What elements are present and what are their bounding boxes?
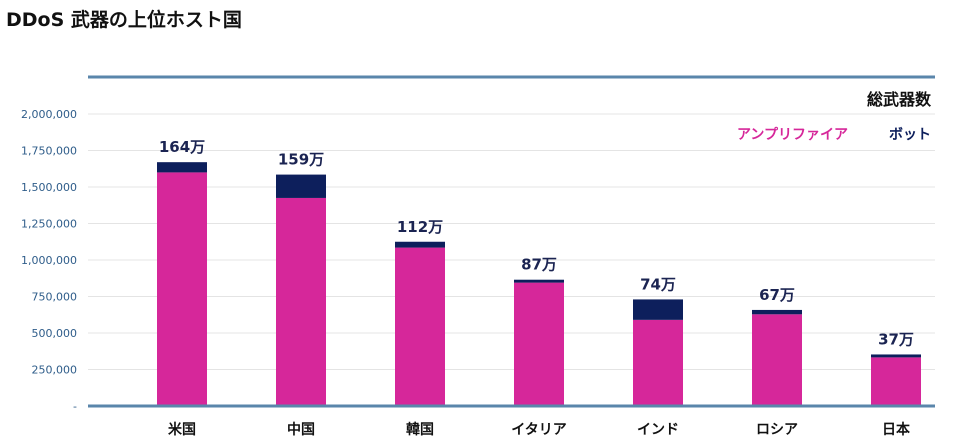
y-tick-label: 500,000 — [32, 327, 78, 340]
data-label: 112万 — [397, 218, 443, 236]
gridlines — [88, 113, 935, 370]
y-tick-label: 1,750,000 — [21, 145, 77, 158]
x-tick-label: 韓国 — [406, 421, 434, 438]
bar-amplifier — [157, 172, 207, 406]
x-axis-labels: 米国 中国 韓国 イタリア インド ロシア 日本 — [168, 421, 911, 438]
bars — [157, 162, 921, 406]
bar-amplifier — [752, 314, 802, 406]
bar-amplifier — [514, 282, 564, 406]
bar-amplifier — [276, 197, 326, 406]
bar-bot — [871, 354, 921, 358]
bar-amplifier — [633, 319, 683, 406]
y-tick-label: - — [73, 400, 77, 413]
x-tick-label: イタリア — [511, 422, 566, 438]
y-tick-label: 1,500,000 — [21, 181, 77, 194]
legend-amplifier: アンプリファイア — [737, 127, 848, 143]
y-tick-label: 2,000,000 — [21, 108, 77, 121]
x-tick-label: 米国 — [168, 421, 196, 438]
bar-amplifier — [871, 357, 921, 406]
data-label: 67万 — [759, 286, 795, 304]
data-labels: 164万 159万 112万 87万 74万 67万 37万 — [159, 138, 914, 348]
x-tick-label: インド — [637, 422, 679, 438]
bar-bot — [752, 309, 802, 315]
data-label: 74万 — [640, 275, 676, 293]
data-label: 159万 — [278, 151, 324, 169]
bar-bot — [514, 279, 564, 283]
chart-title: DDoS 武器の上位ホスト国 — [6, 9, 242, 31]
y-axis-ticks: - 250,000 500,000 750,000 1,000,000 1,250,000… — [21, 108, 77, 413]
y-tick-label: 1,250,000 — [21, 218, 77, 231]
x-tick-label: ロシア — [756, 422, 798, 438]
bar-bot — [157, 162, 207, 173]
x-tick-label: 中国 — [287, 421, 315, 438]
y-tick-label: 250,000 — [32, 364, 78, 377]
y-tick-label: 750,000 — [32, 291, 78, 304]
data-label: 87万 — [521, 256, 557, 274]
legend-bot: ボット — [889, 127, 931, 143]
data-label: 37万 — [878, 330, 914, 348]
y-tick-label: 1,000,000 — [21, 254, 77, 267]
bar-amplifier — [395, 247, 445, 406]
x-tick-label: 日本 — [882, 421, 911, 438]
bar-bot — [276, 174, 326, 198]
bar-bot — [395, 241, 445, 248]
legend-title: 総武器数 — [867, 90, 932, 109]
data-label: 164万 — [159, 138, 205, 156]
bar-bot — [633, 299, 683, 320]
